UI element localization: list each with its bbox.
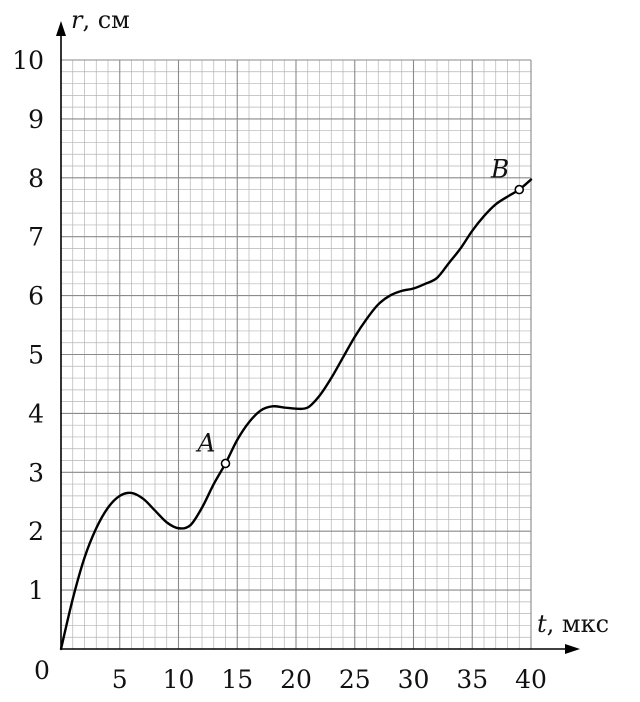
axes <box>56 21 580 654</box>
x-tick-label: 10 <box>163 665 195 694</box>
x-tick-label: 15 <box>221 665 253 694</box>
y-tick-label: 10 <box>12 46 44 75</box>
x-axis-arrow <box>565 644 580 654</box>
y-tick-label: 2 <box>28 517 44 546</box>
y-axis-label: r, см <box>71 6 130 34</box>
labeled-points: AB <box>195 155 525 469</box>
x-axis-label: t, мкс <box>537 610 609 638</box>
y-tick-label: 9 <box>28 105 44 134</box>
y-tick-label: 7 <box>28 223 44 252</box>
x-tick-labels: 5 10 15 20 25 30 35 40 <box>112 665 547 694</box>
y-tick-labels: 1 2 3 4 5 6 7 8 9 10 <box>12 46 44 605</box>
point-a-label: A <box>195 428 215 457</box>
x-tick-label: 20 <box>280 665 312 694</box>
y-axis-arrow <box>56 21 66 36</box>
y-tick-label: 3 <box>28 458 44 487</box>
y-axis-label-unit: , см <box>82 6 129 34</box>
y-tick-label: 5 <box>28 341 44 370</box>
x-tick-label: 40 <box>515 665 547 694</box>
x-axis-label-unit: , мкс <box>547 610 609 638</box>
y-tick-label: 4 <box>28 399 44 428</box>
x-tick-label: 5 <box>112 665 128 694</box>
point-b-label: B <box>490 155 509 184</box>
x-tick-label: 25 <box>339 665 371 694</box>
y-tick-label: 6 <box>28 282 44 311</box>
point-b-marker <box>514 184 525 195</box>
y-tick-label: 1 <box>28 576 44 605</box>
point-a-marker <box>220 458 231 469</box>
grid-major <box>61 59 532 650</box>
y-axis-label-var: r <box>71 6 84 34</box>
x-tick-label: 30 <box>398 665 430 694</box>
series-line <box>59 178 533 651</box>
x-tick-label: 35 <box>456 665 488 694</box>
y-tick-label: 8 <box>28 164 44 193</box>
origin-label: 0 <box>34 656 50 685</box>
x-axis-label-var: t <box>537 610 547 638</box>
